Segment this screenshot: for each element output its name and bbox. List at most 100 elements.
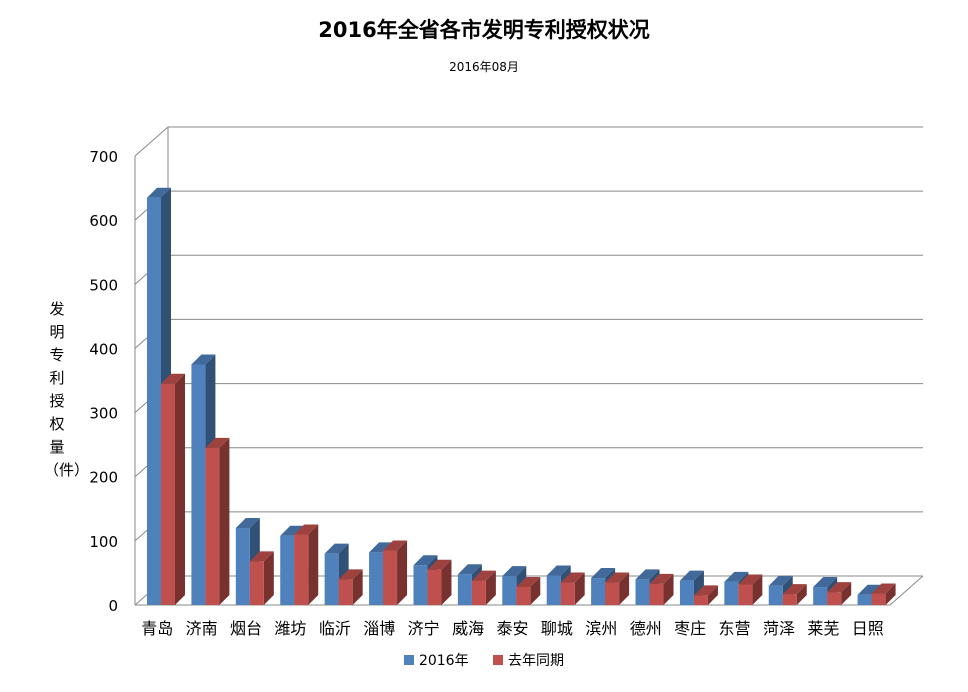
x-tick-label: 潍坊 <box>274 619 306 638</box>
bar-last-year-13 <box>738 584 753 605</box>
x-tick-label: 临沂 <box>319 619 351 638</box>
bar-last-year-3-top <box>294 524 319 535</box>
chart-subtitle: 2016年08月 <box>449 60 519 74</box>
bar-2016-15-top <box>813 577 838 588</box>
legend-label-2016: 2016年 <box>418 653 469 669</box>
bar-2016-8 <box>502 576 517 605</box>
bar-2016-3 <box>280 535 295 605</box>
legend-item-2016: 2016年 <box>403 650 469 670</box>
legend-swatch-2016 <box>403 655 414 665</box>
bar-2016-2 <box>235 528 250 605</box>
bar-last-year-4 <box>338 579 353 605</box>
y-axis-label: 发明专利授权量（件） <box>44 300 90 479</box>
y-tick-label: 300 <box>89 405 118 423</box>
bar-last-year-0-side <box>175 373 185 605</box>
x-tick-label: 东营 <box>719 619 751 638</box>
bar-2016-7 <box>457 574 472 605</box>
bar-last-year-14 <box>782 594 797 605</box>
y-tick-label: 100 <box>89 533 118 551</box>
bar-2016-13-top <box>724 571 749 582</box>
chart-title: 2016年全省各市发明专利授权状况 <box>318 18 650 42</box>
bar-2016-10-top <box>591 568 616 579</box>
bar-last-year-15-side <box>841 582 852 605</box>
x-tick-label: 德州 <box>630 619 662 638</box>
bar-2016-7-top <box>457 564 482 575</box>
x-tick-label: 泰安 <box>496 619 528 638</box>
x-tick-label: 日照 <box>852 619 884 638</box>
bar-last-year-9-top <box>560 572 585 583</box>
y-tick-label: 200 <box>89 469 118 487</box>
bar-2016-16-top <box>857 584 882 595</box>
bar-2016-10 <box>591 578 606 605</box>
x-tick-label: 菏泽 <box>763 619 795 638</box>
legend: 2016年 去年同期 <box>0 650 968 670</box>
bar-last-year-13-side <box>752 574 763 605</box>
bar-last-year-15 <box>827 592 842 605</box>
bar-2016-1-top <box>191 354 216 365</box>
floor-right-edge <box>889 575 924 606</box>
bar-last-year-9 <box>560 582 575 605</box>
bar-2016-5-top <box>369 542 394 553</box>
x-tick-label: 济宁 <box>408 619 440 638</box>
bar-last-year-6-side <box>441 559 452 605</box>
bar-last-year-0 <box>161 383 175 605</box>
bar-last-year-1-top <box>205 437 230 448</box>
bar-2016-3-top <box>280 525 305 536</box>
bar-last-year-4-side <box>352 569 363 605</box>
bar-last-year-2-top <box>249 551 274 562</box>
bar-last-year-13-top <box>738 574 763 585</box>
bar-2016-6 <box>413 565 428 605</box>
bar-last-year-6-top <box>427 559 452 570</box>
bar-last-year-7 <box>471 580 486 605</box>
bar-last-year-8-side <box>530 577 541 605</box>
bar-2016-13 <box>724 581 739 605</box>
bar-2016-14-top <box>768 575 793 586</box>
bar-last-year-2-side <box>263 551 274 605</box>
x-tick-label: 莱芜 <box>807 619 839 638</box>
bar-last-year-14-side <box>796 584 807 605</box>
y-tick-label: 600 <box>89 212 118 230</box>
bar-last-year-14-top <box>782 584 807 595</box>
bar-last-year-12-side <box>707 585 718 605</box>
bar-2016-9 <box>546 575 561 605</box>
y-tick-label: 700 <box>89 148 118 166</box>
bar-2016-8-top <box>502 566 527 577</box>
bar-2016-11 <box>635 579 650 605</box>
bar-last-year-6 <box>427 569 442 605</box>
bar-last-year-11-top <box>649 573 674 584</box>
bar-last-year-7-side <box>485 570 496 605</box>
bar-last-year-10 <box>605 582 620 605</box>
bar-last-year-9-side <box>574 572 585 605</box>
bar-last-year-12-top <box>693 585 718 596</box>
x-tick-label: 枣庄 <box>674 619 706 638</box>
bar-2016-4 <box>324 553 339 605</box>
bar-2016-16 <box>857 594 872 605</box>
legend-label-last-year: 去年同期 <box>508 653 565 669</box>
legend-swatch-last-year <box>493 655 504 665</box>
x-tick-label: 青岛 <box>141 619 173 638</box>
bar-last-year-10-side <box>619 572 630 605</box>
bar-2016-9-top <box>546 565 571 576</box>
bar-last-year-5 <box>383 550 398 605</box>
bar-last-year-11-side <box>663 573 674 605</box>
bar-last-year-16 <box>871 593 886 605</box>
bar-2016-5 <box>369 552 384 605</box>
x-tick-label: 聊城 <box>541 619 573 638</box>
bar-last-year-16-side <box>885 583 896 605</box>
y-tick-label: 400 <box>89 340 118 358</box>
bar-2016-12-top <box>679 570 704 581</box>
bar-last-year-12 <box>693 595 708 605</box>
bar-2016-1 <box>191 364 206 605</box>
bar-2016-15 <box>813 587 828 605</box>
bar-2016-0 <box>147 197 161 605</box>
gridline-side <box>134 126 169 157</box>
x-tick-label: 济南 <box>186 619 218 638</box>
bar-last-year-1-side <box>219 437 230 605</box>
bar-last-year-8 <box>516 587 531 605</box>
y-tick-label: 500 <box>89 276 118 294</box>
bar-last-year-8-top <box>516 577 541 588</box>
bar-last-year-5-side <box>397 540 408 605</box>
bar-last-year-2 <box>249 561 264 605</box>
x-tick-label: 淄博 <box>363 619 395 638</box>
